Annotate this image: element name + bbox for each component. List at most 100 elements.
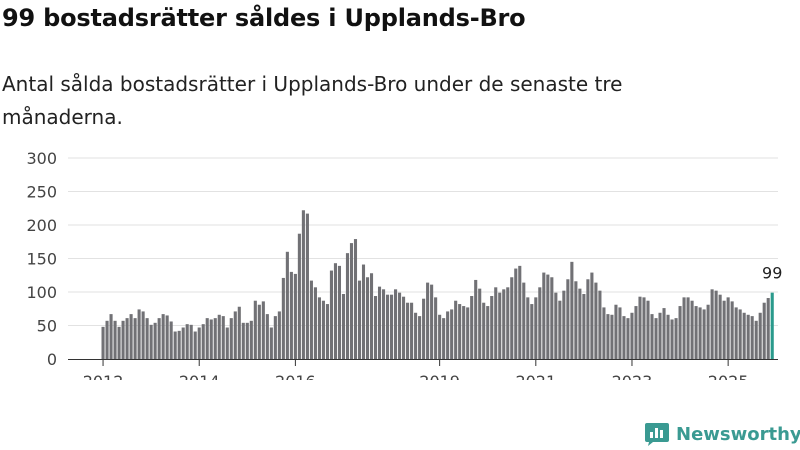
chart-title: 99 bostadsrätter såldes i Upplands-Bro	[2, 4, 526, 32]
bar	[357, 280, 362, 359]
bar	[626, 318, 630, 359]
bar	[562, 290, 566, 359]
bar	[674, 318, 678, 359]
bar	[638, 296, 642, 359]
bar	[113, 320, 117, 359]
bar	[722, 300, 726, 359]
bar	[309, 280, 313, 359]
x-tick-label: 2021	[515, 372, 556, 380]
bar	[353, 239, 358, 359]
last-value-label: 99	[762, 264, 782, 283]
bar	[414, 312, 418, 359]
bar	[177, 330, 181, 359]
bar	[249, 320, 253, 359]
x-tick-label: 2023	[612, 372, 653, 380]
bar	[341, 294, 346, 359]
bar	[169, 321, 173, 359]
bar	[486, 306, 490, 359]
bar	[213, 318, 217, 359]
bar	[498, 292, 502, 359]
bar	[157, 318, 161, 359]
bar	[606, 314, 610, 359]
bar	[245, 322, 249, 359]
bar	[349, 243, 354, 359]
bar	[570, 261, 574, 359]
bar	[402, 296, 406, 359]
bar	[394, 289, 398, 359]
bar	[137, 309, 141, 359]
bar	[289, 271, 293, 359]
bar	[514, 268, 518, 359]
bar	[650, 314, 654, 359]
bar	[522, 282, 526, 359]
bar	[305, 213, 309, 359]
bar	[506, 287, 510, 359]
x-tick-label: 2014	[179, 372, 220, 380]
bar	[714, 290, 718, 359]
y-tick-label: 300	[26, 149, 57, 168]
bar	[281, 277, 285, 359]
y-tick-label: 250	[26, 183, 57, 202]
bar	[618, 307, 622, 359]
bar	[273, 316, 277, 359]
bar	[754, 320, 758, 359]
bar	[313, 287, 317, 359]
bar	[742, 312, 746, 359]
bar	[670, 319, 674, 359]
bar	[406, 302, 410, 359]
bar	[321, 300, 325, 359]
bar	[430, 284, 434, 359]
bar	[221, 316, 225, 359]
chart-subtitle: Antal sålda bostadsrätter i Upplands-Bro…	[2, 72, 623, 129]
bar	[325, 304, 329, 359]
bar	[361, 264, 366, 359]
bar	[454, 300, 458, 359]
bar	[462, 306, 466, 359]
bar	[590, 272, 594, 359]
bar	[558, 300, 562, 359]
bar	[730, 301, 734, 359]
bar	[482, 302, 486, 359]
x-tick-label: 2016	[275, 372, 316, 380]
bar	[698, 307, 702, 359]
bar	[610, 314, 614, 359]
bar	[125, 318, 129, 359]
bar	[510, 277, 514, 359]
bar	[377, 286, 382, 359]
bar	[217, 314, 221, 359]
y-tick-label: 200	[26, 216, 57, 235]
bar	[530, 304, 534, 359]
bar	[117, 326, 121, 359]
bar	[694, 306, 698, 359]
bar	[205, 318, 209, 359]
bar	[229, 318, 233, 359]
bar	[297, 233, 301, 359]
bar	[373, 296, 378, 359]
bar	[301, 210, 305, 359]
bar	[566, 279, 570, 359]
bar	[578, 288, 582, 359]
bar	[237, 306, 241, 359]
bar	[642, 297, 646, 359]
y-tick-label: 50	[37, 317, 57, 336]
x-tick-label: 2012	[83, 372, 124, 380]
brand-name: Newsworthy	[676, 423, 800, 445]
bar	[241, 322, 245, 359]
bar	[666, 314, 670, 359]
bar	[121, 320, 125, 359]
bar	[193, 331, 197, 359]
bar	[410, 302, 414, 359]
bar	[141, 311, 145, 359]
bar	[153, 322, 157, 359]
newsworthy-icon	[645, 423, 669, 446]
bar	[185, 324, 189, 359]
bar	[662, 308, 666, 359]
bar	[129, 314, 133, 359]
bar	[442, 318, 446, 359]
bar	[365, 277, 370, 359]
bar	[702, 309, 706, 359]
bar	[542, 272, 546, 359]
bar	[225, 327, 229, 359]
bar	[434, 297, 438, 359]
bar	[398, 292, 402, 359]
